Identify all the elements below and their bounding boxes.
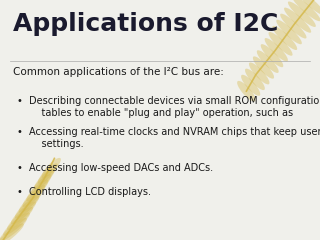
Ellipse shape bbox=[26, 180, 48, 201]
Ellipse shape bbox=[11, 201, 36, 224]
Ellipse shape bbox=[3, 212, 30, 236]
Text: Controlling LCD displays.: Controlling LCD displays. bbox=[29, 187, 151, 197]
Ellipse shape bbox=[42, 158, 61, 178]
Ellipse shape bbox=[0, 218, 27, 240]
Ellipse shape bbox=[245, 69, 265, 90]
Ellipse shape bbox=[284, 8, 311, 33]
Ellipse shape bbox=[7, 207, 33, 230]
Ellipse shape bbox=[261, 44, 283, 67]
Ellipse shape bbox=[265, 38, 288, 61]
Ellipse shape bbox=[272, 26, 297, 50]
Ellipse shape bbox=[276, 20, 302, 44]
Ellipse shape bbox=[0, 223, 24, 240]
Ellipse shape bbox=[296, 0, 320, 15]
Text: •: • bbox=[16, 96, 22, 106]
Ellipse shape bbox=[241, 75, 260, 96]
Ellipse shape bbox=[237, 81, 256, 102]
Ellipse shape bbox=[15, 196, 39, 218]
Text: Accessing real-time clocks and NVRAM chips that keep user
    settings.: Accessing real-time clocks and NVRAM chi… bbox=[29, 127, 320, 149]
Ellipse shape bbox=[280, 14, 307, 38]
Ellipse shape bbox=[30, 174, 52, 195]
Ellipse shape bbox=[288, 1, 316, 27]
Ellipse shape bbox=[257, 50, 279, 73]
Text: Describing connectable devices via small ROM configuration
    tables to enable : Describing connectable devices via small… bbox=[29, 96, 320, 118]
Text: •: • bbox=[16, 163, 22, 173]
Ellipse shape bbox=[38, 163, 58, 184]
Ellipse shape bbox=[34, 169, 55, 190]
Text: •: • bbox=[16, 187, 22, 197]
Text: Common applications of the I²C bus are:: Common applications of the I²C bus are: bbox=[13, 67, 224, 77]
Ellipse shape bbox=[22, 185, 45, 207]
Ellipse shape bbox=[253, 56, 274, 79]
Ellipse shape bbox=[19, 191, 42, 213]
Text: Accessing low-speed DACs and ADCs.: Accessing low-speed DACs and ADCs. bbox=[29, 163, 213, 173]
Ellipse shape bbox=[292, 0, 320, 21]
Text: Applications of I2C: Applications of I2C bbox=[13, 12, 278, 36]
Ellipse shape bbox=[249, 62, 269, 84]
Text: •: • bbox=[16, 127, 22, 137]
Ellipse shape bbox=[268, 32, 292, 56]
